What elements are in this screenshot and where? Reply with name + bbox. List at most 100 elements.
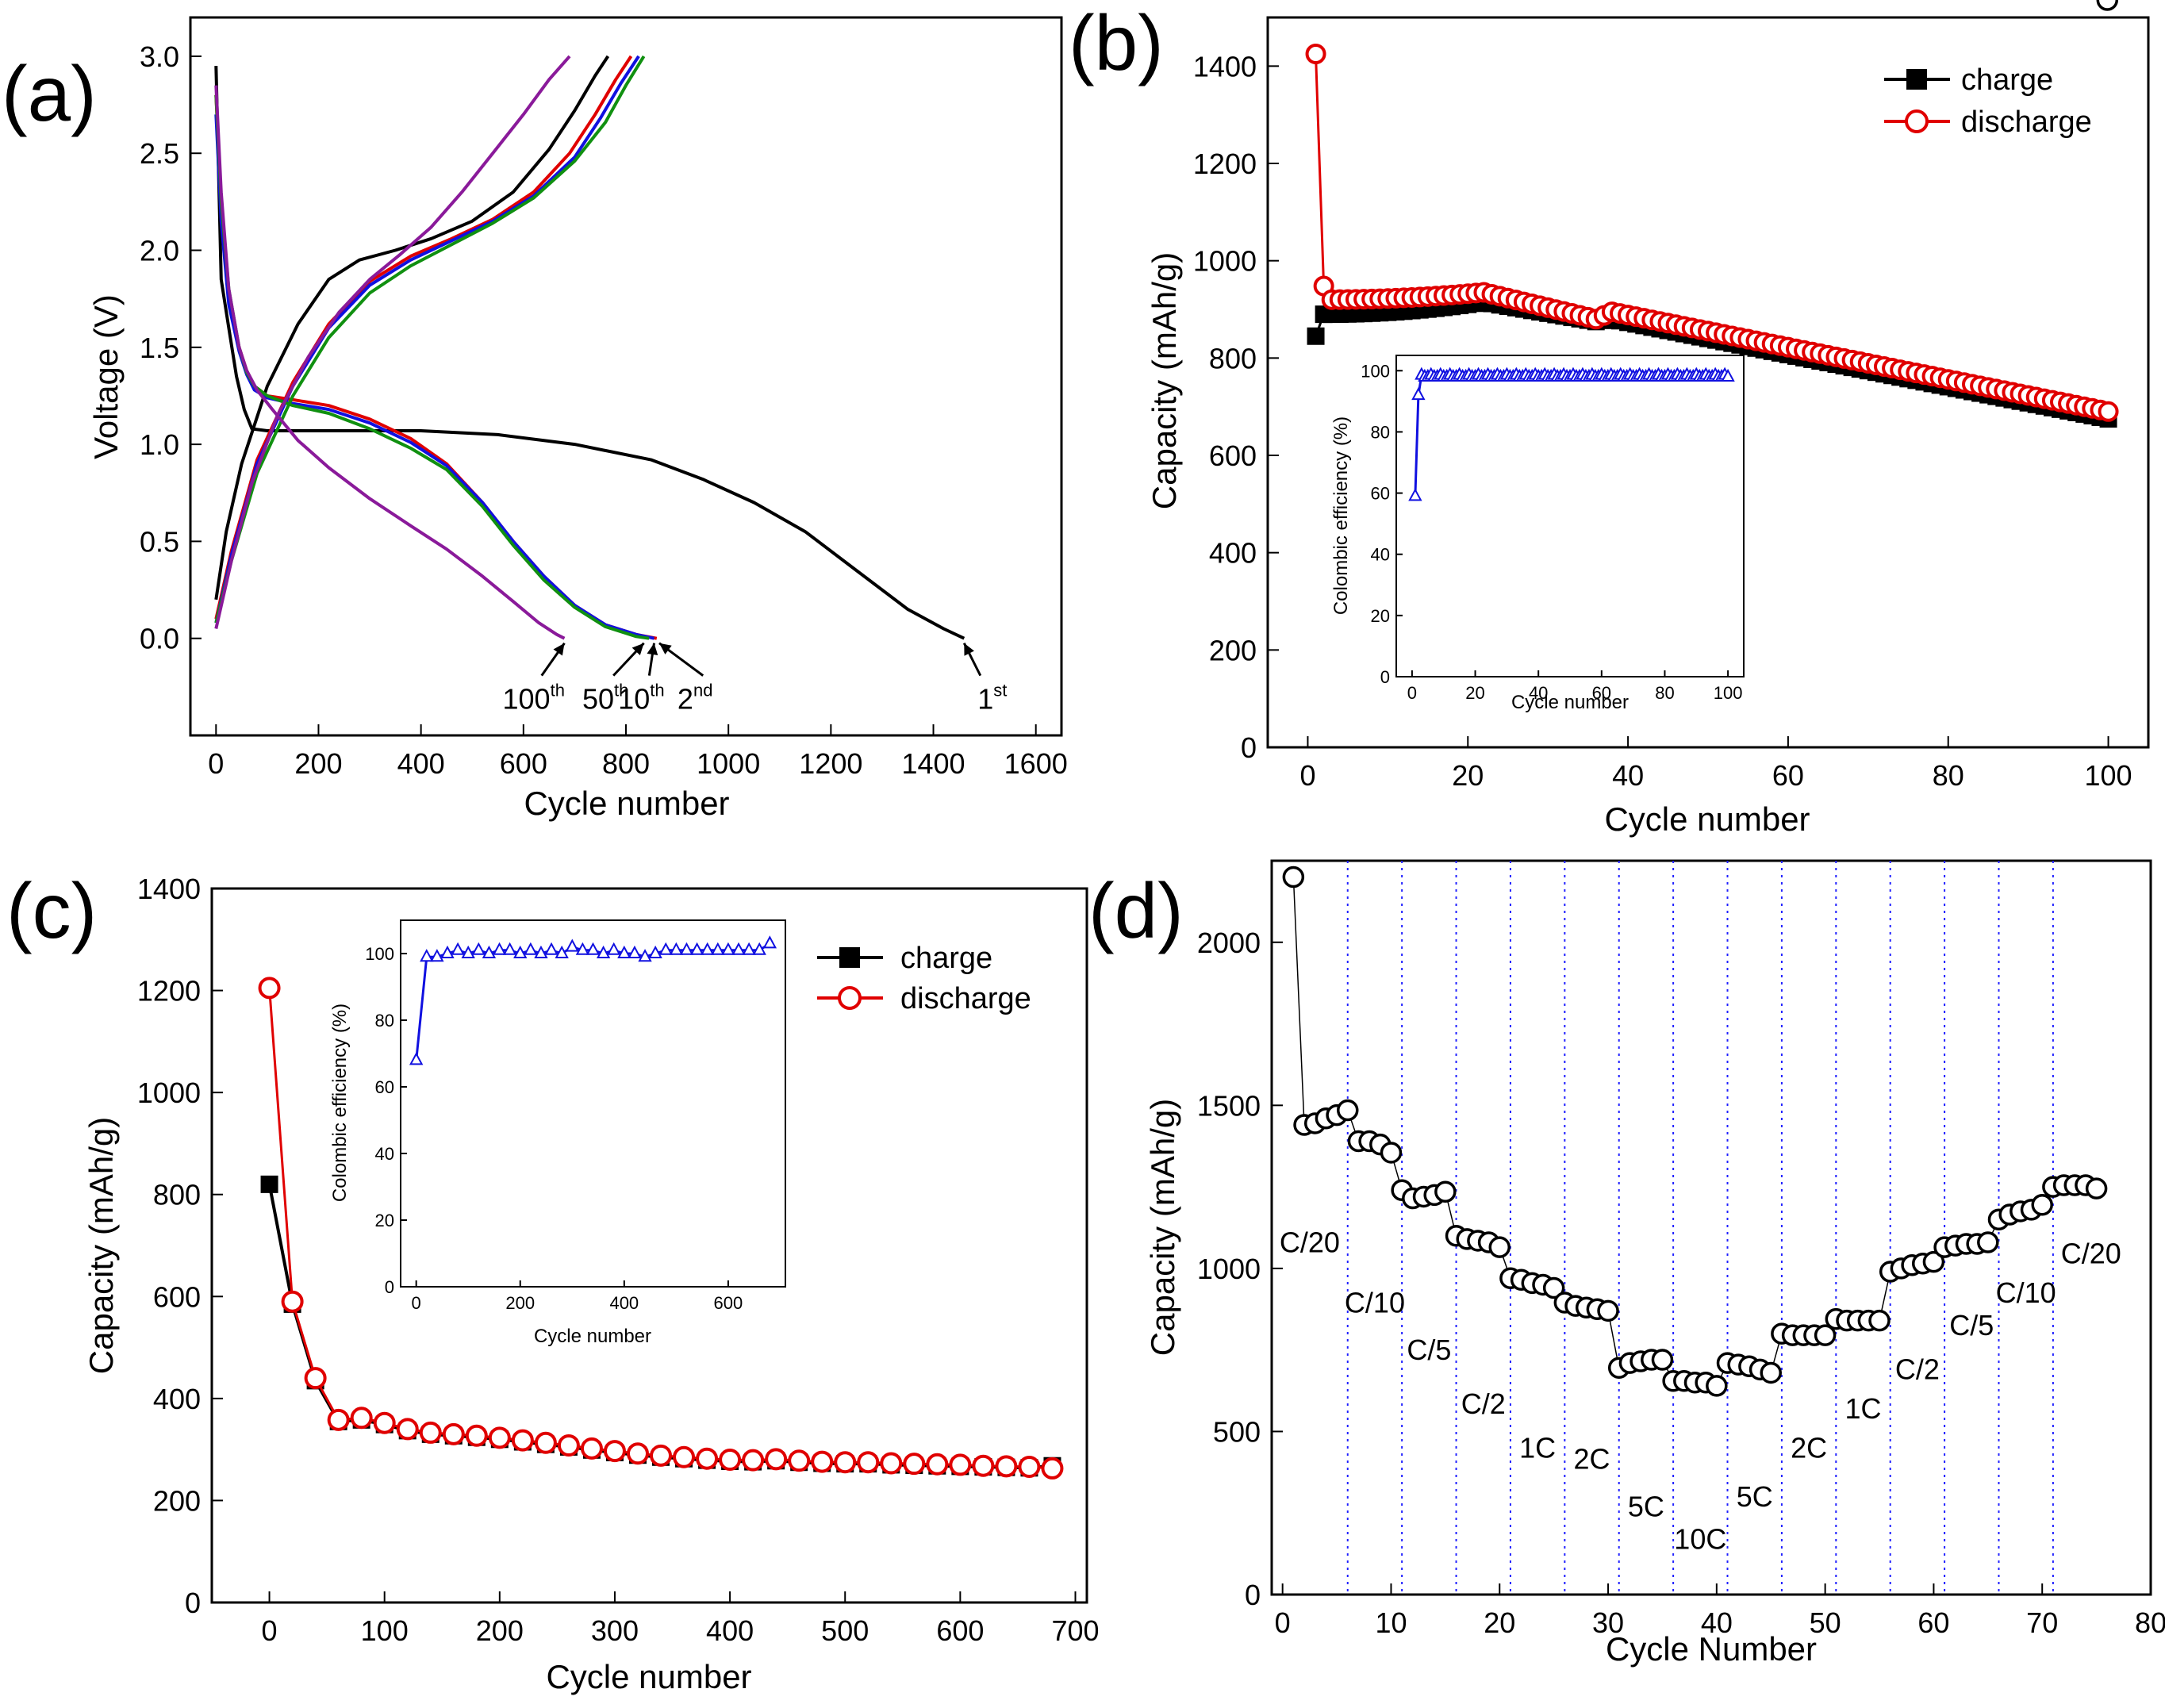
panel-b-inset-xtick-label: 40 xyxy=(1529,683,1548,703)
panel-c-inset-ytick-label: 20 xyxy=(375,1211,394,1230)
panel-a: (a) 0 200 400 600 800 1000 1200 1400 1600 0.0 0.5 1… xyxy=(2,16,1068,822)
panel-c-xtick-label: 400 xyxy=(706,1614,754,1647)
panel-c-ytick-label: 0 xyxy=(185,1587,201,1619)
capacity-point xyxy=(1597,1299,1619,1322)
panel-b-inset-ytick-label: 20 xyxy=(1371,606,1390,626)
efficiency-point xyxy=(555,945,569,958)
efficiency-point xyxy=(648,945,662,958)
panel-b-inset-ylabel: Colombic efficiency (%) xyxy=(1330,416,1352,615)
panel-c-xtick-label: 700 xyxy=(1051,1614,1099,1647)
capacity-point xyxy=(1488,1236,1511,1258)
panel-b-plot-frame xyxy=(1266,16,2150,749)
panel-c-inset-xtick-label: 200 xyxy=(505,1293,535,1313)
panel-b-inset-ytick-label: 60 xyxy=(1371,484,1390,504)
panel-b-inset-ytick-label: 100 xyxy=(1361,361,1390,381)
panel-d-ytick-label: 500 xyxy=(1213,1415,1261,1448)
annotation-arrowhead xyxy=(631,643,644,655)
capacity-point xyxy=(1542,1276,1565,1299)
efficiency-point xyxy=(669,942,684,955)
efficiency-point xyxy=(451,942,465,955)
panel-a-xlabel: Cycle number xyxy=(524,785,729,822)
panel-d-ytick-label: 1000 xyxy=(1197,1253,1261,1285)
efficiency-point xyxy=(544,942,559,955)
rate-label: 5C xyxy=(1628,1490,1664,1522)
panel-b-xtick-label: 20 xyxy=(1452,759,1484,792)
panel-b-xtick-label: 0 xyxy=(1299,759,1315,792)
panel-c-ytick-label: 600 xyxy=(153,1280,201,1313)
panel-c: (c) 0 100 200 300 400 500 600 70002004006008001… xyxy=(6,867,1100,1695)
panel-b-ytick-label: 1200 xyxy=(1193,148,1257,180)
series-line-100th xyxy=(214,85,566,640)
discharge-point xyxy=(373,1411,396,1434)
panel-d-label: (d) xyxy=(1088,867,1184,954)
series-line-1st xyxy=(214,66,965,640)
panel-c-inset-ytick-label: 100 xyxy=(365,944,394,964)
capacity-point xyxy=(1282,866,1305,889)
panel-c-inset-xtick-label: 600 xyxy=(714,1293,743,1313)
efficiency-point xyxy=(638,949,652,962)
panel-c-ytick-label: 400 xyxy=(153,1383,201,1415)
series-line-2nd xyxy=(214,94,658,640)
legend-discharge-label: discharge xyxy=(900,982,1031,1015)
legend-charge-marker xyxy=(1906,69,1927,90)
capacity-point xyxy=(2096,0,2119,11)
series-line-1st-charge xyxy=(214,55,610,601)
panel-b-inset-xtick-label: 20 xyxy=(1465,683,1484,703)
rate-label: C/20 xyxy=(2061,1238,2121,1270)
discharge-point xyxy=(650,1444,673,1467)
panel-c-inset-xlabel: Cycle number xyxy=(534,1326,651,1347)
rate-label: 5C xyxy=(1737,1480,1773,1513)
discharge-point xyxy=(742,1449,765,1472)
panel-b-inset-frame xyxy=(1395,355,1745,677)
panel-b-ylabel: Capacity (mAh/g) xyxy=(1146,252,1183,509)
panel-c-inset-xtick-label: 400 xyxy=(609,1293,639,1313)
annotation-cycle-label: 2nd xyxy=(678,681,713,716)
efficiency-point xyxy=(679,942,694,955)
annotation-arrowhead xyxy=(964,643,974,656)
panel-a-xtick-label: 800 xyxy=(602,747,650,780)
panel-c-ylabel: Capacity (mAh/g) xyxy=(83,1117,120,1374)
panel-c-legend: charge discharge xyxy=(817,942,1031,1015)
efficiency-point xyxy=(752,942,766,955)
efficiency-point xyxy=(461,945,475,958)
capacity-point xyxy=(1760,1361,1782,1384)
efficiency-point xyxy=(1411,387,1426,401)
rate-label: 1C xyxy=(1519,1431,1556,1464)
legend-charge-label: charge xyxy=(1961,63,2053,97)
efficiency-point xyxy=(440,945,455,958)
panel-a-xtick-label: 1200 xyxy=(799,747,862,780)
rate-label: C/10 xyxy=(1996,1276,2056,1309)
panel-b-xlabel: Cycle number xyxy=(1604,800,1810,838)
panel-b-inset-ytick-label: 80 xyxy=(1371,422,1390,442)
panel-b-xtick-label: 60 xyxy=(1772,759,1804,792)
panel-a-ytick-label: 2.5 xyxy=(140,137,179,170)
discharge-point xyxy=(327,1408,350,1431)
panel-c-inset-ytick-label: 60 xyxy=(375,1077,394,1097)
discharge-point xyxy=(488,1426,511,1449)
panel-c-xlabel: Cycle number xyxy=(546,1658,751,1695)
series-line-50th xyxy=(214,94,650,640)
panel-b-inset-xtick-label: 80 xyxy=(1655,683,1674,703)
series-line-10th xyxy=(214,114,654,640)
discharge-point xyxy=(949,1453,972,1476)
panel-a-plot-frame xyxy=(189,16,1063,737)
rate-label: C/2 xyxy=(1461,1388,1506,1420)
legend-discharge-label: discharge xyxy=(1961,106,2092,139)
panel-b-xtick-label: 100 xyxy=(2085,759,2132,792)
series-line-2nd-charge xyxy=(214,55,633,620)
capacity-point xyxy=(1380,1142,1403,1164)
panel-c-ytick-label: 1000 xyxy=(137,1077,201,1109)
panel-d-xtick-label: 10 xyxy=(1375,1606,1407,1639)
efficiency-point xyxy=(471,942,486,955)
panel-d-xtick-label: 0 xyxy=(1275,1606,1291,1639)
efficiency-point xyxy=(1721,368,1735,382)
legend-charge-marker xyxy=(839,947,860,968)
efficiency-point xyxy=(502,942,517,955)
discharge-point xyxy=(1305,44,1326,64)
panel-c-inset-ytick-label: 40 xyxy=(375,1144,394,1164)
annotation-cycle-label: 1st xyxy=(977,681,1007,716)
capacity-point xyxy=(1868,1309,1891,1332)
efficiency-point xyxy=(524,942,538,955)
discharge-point xyxy=(1041,1457,1064,1480)
panel-b-ytick-label: 600 xyxy=(1209,439,1257,472)
